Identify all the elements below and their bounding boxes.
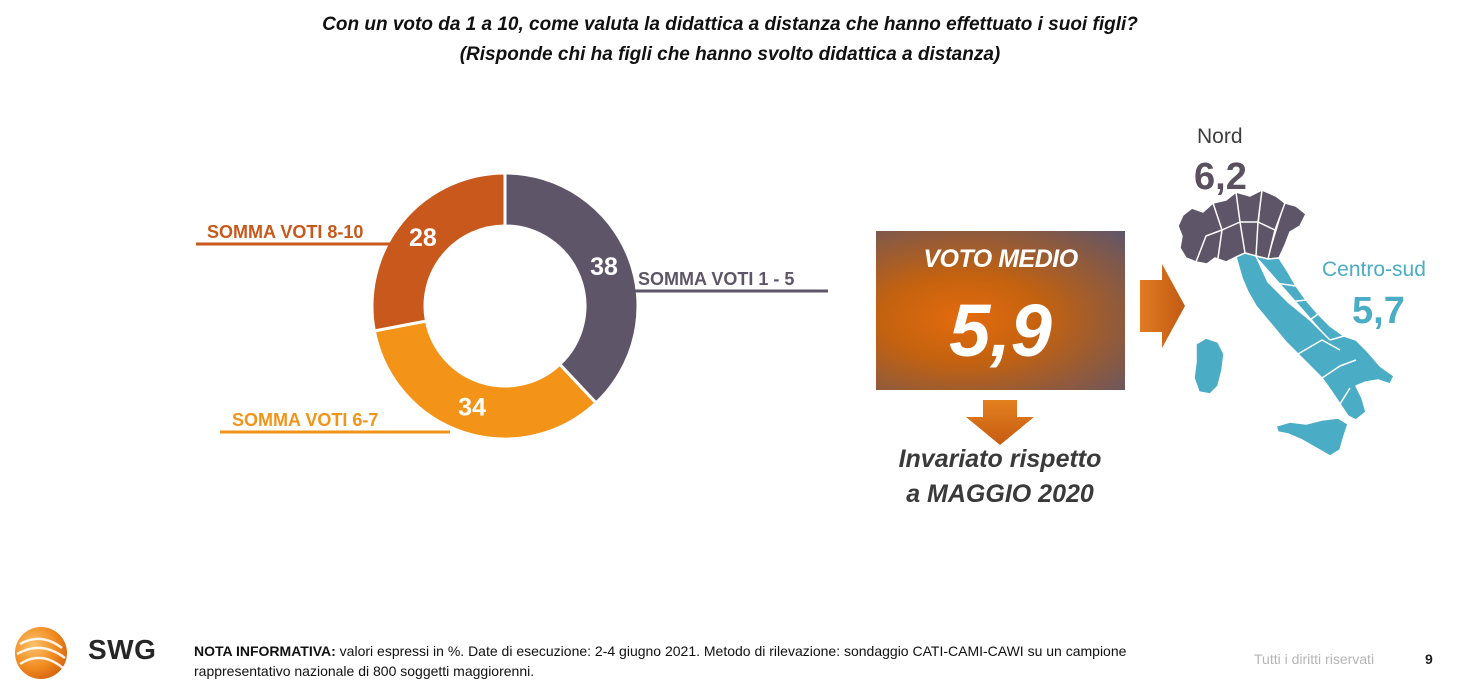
- donut-slice-3: [370, 171, 507, 333]
- swg-logo: SWG: [8, 622, 178, 682]
- category-label-3: SOMMA VOTI 8-10: [207, 222, 363, 242]
- title-subtitle: (Risponde chi ha figli che hanno svolto …: [459, 44, 1001, 65]
- comparison-line-1: Invariato rispetto: [898, 445, 1102, 473]
- title-question: Con un voto da 1 a 10, come valuta la di…: [322, 14, 1138, 35]
- logo-text: SWG: [88, 634, 157, 665]
- category-label-2: SOMMA VOTI 6-7: [232, 410, 378, 430]
- page-number: 9: [1425, 651, 1433, 667]
- comparison-line-2: a MAGGIO 2020: [906, 480, 1094, 508]
- note-label: NOTA INFORMATIVA:: [194, 643, 336, 659]
- footer-note: NOTA INFORMATIVA: valori espressi in %. …: [194, 641, 1154, 681]
- rights-text: Tutti i diritti riservati: [1254, 651, 1375, 667]
- region-centro-sud-value: 5,7: [1352, 290, 1405, 332]
- swg-logo-icon: [15, 627, 67, 679]
- category-label-1: SOMMA VOTI 1 - 5: [638, 269, 794, 289]
- map-region-nord: [1177, 189, 1307, 265]
- down-arrow-icon: [966, 400, 1034, 445]
- donut-value-label-3: 28: [409, 224, 437, 252]
- region-nord-name: Nord: [1197, 125, 1243, 148]
- region-centro-sud-name: Centro-sud: [1322, 258, 1426, 281]
- map-region-centro-sud: [1235, 252, 1395, 421]
- note-text: valori espressi in %. Date di esecuzione…: [194, 643, 1127, 679]
- voto-medio-box: VOTO MEDIO 5,9: [876, 231, 1125, 390]
- voto-medio-label: VOTO MEDIO: [923, 245, 1078, 273]
- map-region-sicilia: [1275, 417, 1349, 457]
- map-region-sardegna: [1193, 337, 1225, 395]
- voto-medio-value: 5,9: [949, 289, 1052, 372]
- italy-map: [1177, 189, 1395, 457]
- region-nord-value: 6,2: [1194, 156, 1247, 198]
- donut-value-label-2: 34: [458, 393, 486, 421]
- donut-segments: [370, 171, 640, 441]
- right-arrow-icon: [1140, 264, 1185, 348]
- donut-slice-2: [372, 319, 599, 441]
- chart-title: Con un voto da 1 a 10, come valuta la di…: [0, 10, 1460, 70]
- voto-medio-comparison: Invariato rispetto a MAGGIO 2020: [860, 442, 1140, 512]
- donut-slice-1: [503, 171, 640, 406]
- donut-labels: 38 SOMMA VOTI 1 - 5 34 SOMMA VOTI 6-7 28 SOMM…: [196, 222, 828, 434]
- donut-value-label-1: 38: [590, 253, 618, 281]
